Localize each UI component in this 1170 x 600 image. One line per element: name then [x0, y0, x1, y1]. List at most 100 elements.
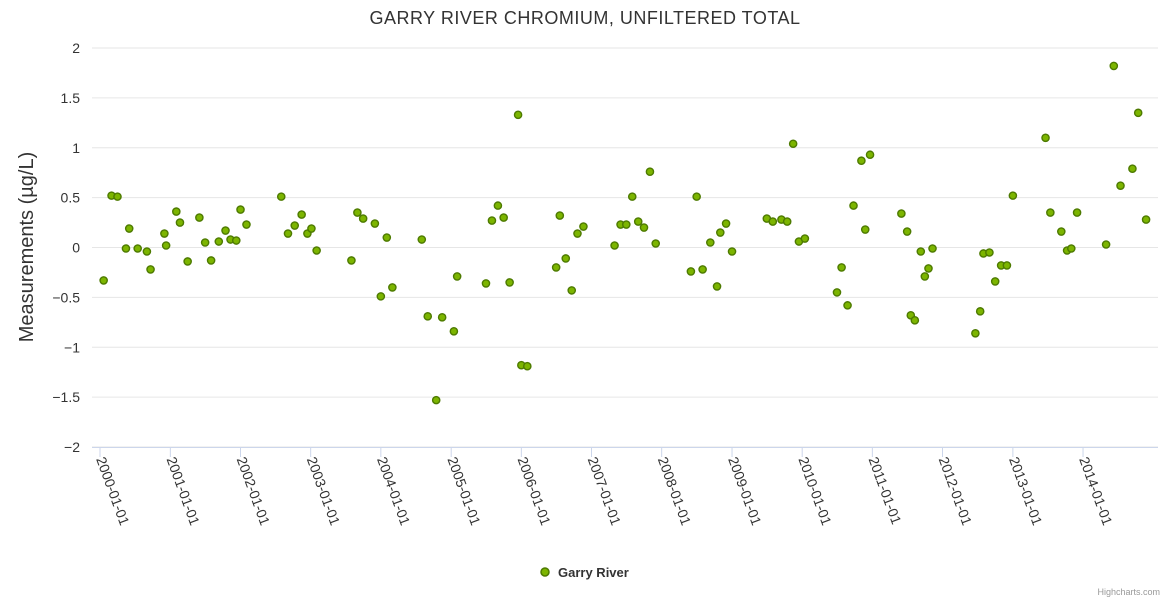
- data-point[interactable]: [133, 244, 142, 253]
- data-point[interactable]: [567, 286, 577, 295]
- data-point[interactable]: [782, 217, 792, 226]
- data-point[interactable]: [721, 219, 731, 228]
- data-point[interactable]: [990, 277, 1000, 286]
- data-point[interactable]: [487, 216, 497, 225]
- legend[interactable]: Garry River: [540, 565, 629, 580]
- data-point[interactable]: [1008, 191, 1018, 200]
- data-point[interactable]: [417, 235, 427, 244]
- data-point[interactable]: [971, 328, 980, 338]
- data-point[interactable]: [221, 226, 230, 235]
- data-point[interactable]: [206, 256, 216, 265]
- data-point[interactable]: [1072, 208, 1082, 217]
- legend-label[interactable]: Garry River: [558, 565, 629, 580]
- data-point[interactable]: [242, 220, 251, 229]
- data-point[interactable]: [195, 213, 204, 222]
- data-point[interactable]: [651, 239, 661, 248]
- data-point[interactable]: [860, 225, 870, 234]
- data-point[interactable]: [985, 248, 994, 257]
- data-point[interactable]: [627, 192, 637, 201]
- data-point[interactable]: [99, 276, 108, 285]
- data-point[interactable]: [172, 207, 181, 216]
- data-point[interactable]: [610, 241, 619, 250]
- data-point[interactable]: [857, 156, 866, 166]
- data-point[interactable]: [481, 279, 491, 288]
- data-point[interactable]: [788, 139, 798, 149]
- data-point[interactable]: [843, 301, 852, 310]
- data-point[interactable]: [297, 210, 306, 219]
- data-point[interactable]: [283, 229, 293, 238]
- data-point[interactable]: [916, 247, 926, 256]
- data-point[interactable]: [686, 267, 696, 276]
- data-point[interactable]: [849, 201, 858, 210]
- data-point[interactable]: [1101, 240, 1111, 249]
- data-point[interactable]: [388, 283, 397, 292]
- data-point[interactable]: [1133, 108, 1143, 118]
- data-point[interactable]: [449, 326, 459, 336]
- data-point[interactable]: [505, 278, 514, 287]
- data-point[interactable]: [712, 282, 722, 291]
- data-point[interactable]: [175, 218, 185, 227]
- data-point[interactable]: [200, 238, 210, 247]
- data-point[interactable]: [431, 395, 441, 405]
- data-point[interactable]: [113, 192, 122, 201]
- data-point[interactable]: [370, 219, 380, 228]
- data-point[interactable]: [437, 313, 447, 322]
- data-point[interactable]: [928, 244, 937, 253]
- data-point[interactable]: [146, 265, 155, 274]
- data-point[interactable]: [897, 209, 906, 218]
- data-point[interactable]: [579, 222, 588, 231]
- data-point[interactable]: [1041, 133, 1050, 143]
- data-point[interactable]: [639, 223, 649, 232]
- data-point[interactable]: [312, 246, 321, 255]
- data-point[interactable]: [1128, 164, 1137, 173]
- data-point[interactable]: [358, 214, 368, 223]
- data-point[interactable]: [716, 228, 725, 237]
- data-point[interactable]: [183, 257, 192, 266]
- data-point[interactable]: [832, 288, 842, 297]
- data-point[interactable]: [376, 292, 386, 301]
- data-point[interactable]: [555, 211, 565, 220]
- data-point[interactable]: [347, 256, 356, 265]
- data-point[interactable]: [307, 224, 316, 233]
- data-point[interactable]: [561, 254, 571, 263]
- data-point[interactable]: [124, 224, 134, 233]
- data-point[interactable]: [800, 234, 810, 243]
- data-point[interactable]: [692, 192, 701, 201]
- data-point[interactable]: [920, 272, 930, 281]
- data-point[interactable]: [523, 361, 532, 371]
- data-point[interactable]: [276, 192, 286, 201]
- data-point[interactable]: [910, 316, 920, 325]
- data-point[interactable]: [452, 272, 462, 281]
- data-point[interactable]: [121, 244, 131, 253]
- data-point[interactable]: [382, 233, 392, 242]
- credits-link[interactable]: Highcharts.com: [1097, 587, 1160, 597]
- data-point[interactable]: [231, 236, 241, 245]
- data-point[interactable]: [161, 241, 171, 250]
- data-point[interactable]: [1109, 61, 1119, 71]
- data-point[interactable]: [1116, 181, 1125, 190]
- data-point[interactable]: [706, 238, 715, 247]
- data-point[interactable]: [1141, 215, 1151, 224]
- data-point[interactable]: [902, 227, 912, 236]
- data-point[interactable]: [142, 247, 152, 256]
- data-point[interactable]: [236, 205, 245, 214]
- data-point[interactable]: [353, 208, 362, 217]
- data-point[interactable]: [160, 229, 169, 238]
- data-point[interactable]: [924, 264, 933, 273]
- data-point[interactable]: [290, 221, 300, 230]
- data-point[interactable]: [698, 265, 707, 274]
- data-point[interactable]: [865, 150, 875, 160]
- data-point[interactable]: [573, 229, 582, 238]
- data-point[interactable]: [1002, 261, 1012, 270]
- data-point[interactable]: [837, 263, 846, 272]
- data-point[interactable]: [768, 217, 778, 226]
- data-point[interactable]: [513, 110, 523, 120]
- data-point[interactable]: [1057, 227, 1066, 236]
- data-point[interactable]: [633, 217, 643, 226]
- data-point[interactable]: [499, 213, 508, 222]
- data-point[interactable]: [727, 247, 737, 256]
- data-point[interactable]: [645, 167, 655, 176]
- data-point[interactable]: [493, 201, 503, 210]
- data-point[interactable]: [975, 307, 985, 316]
- data-point[interactable]: [214, 237, 224, 246]
